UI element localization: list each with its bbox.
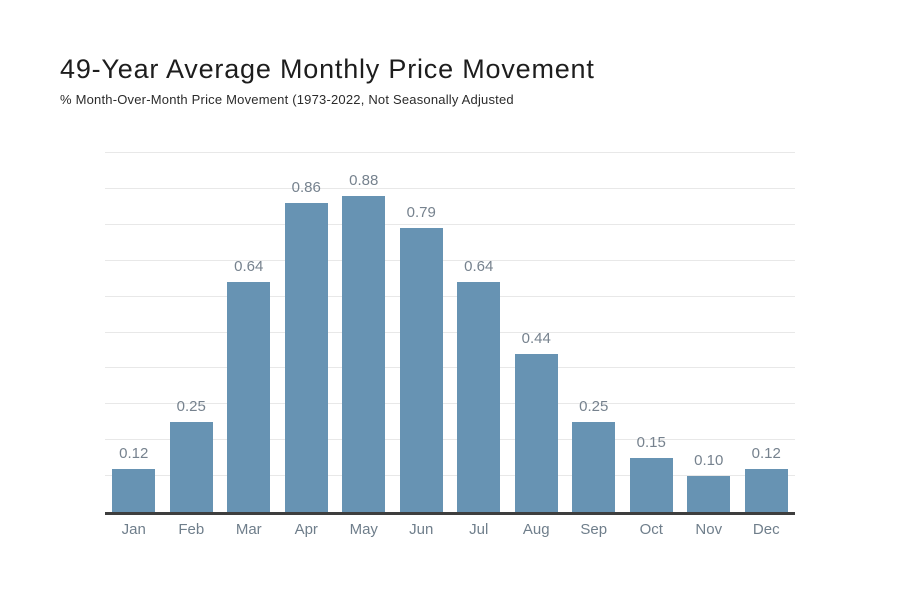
page-title: 49-Year Average Monthly Price Movement — [60, 54, 595, 84]
bar-value-label: 0.25 — [176, 398, 206, 416]
gridline — [105, 439, 795, 441]
bar-value-label: 0.64 — [234, 258, 264, 276]
x-axis-tick-label: Aug — [522, 521, 550, 538]
gridline — [105, 152, 795, 153]
gridline — [105, 223, 795, 225]
bar-group: 0.79 — [393, 150, 451, 512]
x-axis-tick-label: Nov — [695, 521, 723, 538]
x-axis-tick-label: Jun — [409, 521, 434, 538]
gridline — [105, 187, 795, 189]
x-axis-tick-label: Apr — [294, 521, 318, 538]
bar — [227, 282, 271, 512]
gridline — [105, 331, 795, 333]
bar — [629, 458, 673, 512]
bar-group: 0.25 — [163, 150, 221, 512]
bar-value-label: 0.64 — [464, 258, 494, 276]
bars-row: 0.12 0.25 0.64 0.86 0.88 0.79 0.64 0.44 0.25 0.15… — [105, 150, 795, 512]
bar-value-label: 0.12 — [119, 444, 149, 462]
x-axis-tick-label: Feb — [178, 521, 205, 538]
bar-value-label: 0.86 — [291, 179, 321, 197]
bar-group: 0.64 — [450, 150, 508, 512]
bar-value-label: 0.44 — [521, 330, 551, 348]
bar — [572, 422, 616, 512]
gridline — [105, 403, 795, 405]
bar-group: 0.15 — [623, 150, 681, 512]
x-axis-labels: Jan Feb Mar Apr May Jun Jul Aug Sep Oct Nov Dec — [105, 521, 795, 538]
x-axis-tick-label: Mar — [235, 521, 262, 538]
bar-value-label: 0.25 — [579, 398, 609, 416]
bar-group: 0.10 — [680, 150, 738, 512]
bar — [342, 196, 386, 512]
bar — [457, 282, 501, 512]
gridline — [105, 259, 795, 261]
bar-group: 0.64 — [220, 150, 278, 512]
bar-value-label: 0.10 — [694, 452, 724, 470]
x-axis-tick-label: May — [349, 521, 378, 538]
bar — [514, 354, 558, 512]
x-axis-tick-label: Jan — [121, 521, 146, 538]
gridline — [105, 475, 795, 477]
page-subtitle: % Month-Over-Month Price Movement (1973-… — [60, 92, 514, 107]
bar — [744, 468, 788, 512]
bar-group: 0.88 — [335, 150, 393, 512]
bar-group: 0.12 — [105, 150, 163, 512]
bar — [169, 422, 213, 512]
x-axis-tick-label: Oct — [639, 521, 663, 538]
bar-group: 0.86 — [278, 150, 336, 512]
gridline — [105, 295, 795, 297]
bar-group: 0.12 — [738, 150, 796, 512]
plot-area: 0.12 0.25 0.64 0.86 0.88 0.79 0.64 0.44 0.25 0.15… — [105, 150, 795, 515]
bar-value-label: 0.79 — [406, 204, 436, 222]
bar — [399, 228, 443, 512]
bar-group: 0.25 — [565, 150, 623, 512]
x-axis-tick-label: Dec — [752, 521, 780, 538]
gridline — [105, 367, 795, 369]
bar-value-label: 0.12 — [751, 444, 781, 462]
bar-group: 0.44 — [508, 150, 566, 512]
bar-value-label: 0.15 — [636, 434, 666, 452]
x-axis-tick-label: Jul — [469, 521, 489, 538]
bar-value-label: 0.88 — [349, 172, 379, 190]
chart-header: 49-Year Average Monthly Price Movement %… — [60, 54, 595, 107]
x-axis-tick-label: Sep — [580, 521, 608, 538]
bar — [284, 203, 328, 512]
bar — [687, 476, 731, 512]
bar — [112, 468, 156, 512]
